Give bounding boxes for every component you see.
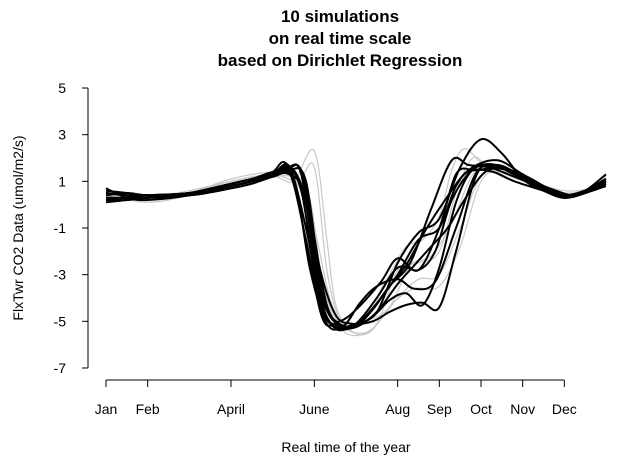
chart-title-line-1: 10 simulations: [281, 7, 399, 26]
simulation-line-7: [105, 162, 607, 326]
chart-title-line-3: based on Dirichlet Regression: [218, 51, 463, 70]
x-axis: Jan Feb April June Aug Sep Oct Nov Dec: [95, 379, 577, 417]
chart-title: 10 simulations on real time scale based …: [218, 7, 463, 70]
x-tick-label: Feb: [136, 401, 160, 417]
x-tick-label: Oct: [470, 401, 492, 417]
simulation-line-5: [105, 163, 607, 330]
x-tick-label: April: [217, 401, 245, 417]
y-tick-label: 3: [58, 127, 66, 143]
x-tick-label: Sep: [427, 401, 452, 417]
y-axis-label: FlxTwr CO2 Data (umol/m2/s): [10, 135, 26, 320]
x-tick-label: Aug: [385, 401, 410, 417]
simulation-line-10: [105, 166, 607, 330]
x-tick-label: Jan: [95, 401, 118, 417]
black-series-group: [105, 137, 607, 332]
y-tick-label: -7: [54, 360, 67, 376]
gray-series-line-1: [105, 148, 607, 328]
simulation-line-1: [105, 137, 607, 328]
simulation-line-9: [105, 164, 607, 331]
simulation-line-8: [105, 167, 607, 329]
x-tick-label: Nov: [510, 401, 535, 417]
y-tick-label: -1: [54, 220, 67, 236]
y-tick-label: -3: [54, 267, 67, 283]
y-tick-label: 1: [58, 173, 66, 189]
x-tick-label: Dec: [552, 401, 577, 417]
gray-series-line-5: [105, 164, 607, 328]
x-axis-label: Real time of the year: [281, 439, 411, 455]
y-tick-label: -5: [54, 313, 67, 329]
y-axis: 5 3 1 -1 -3 -5 -7: [54, 80, 89, 376]
simulation-line-6: [105, 163, 607, 331]
x-tick-label: June: [299, 401, 330, 417]
y-tick-label: 5: [58, 80, 66, 96]
chart-title-line-2: on real time scale: [269, 29, 412, 48]
